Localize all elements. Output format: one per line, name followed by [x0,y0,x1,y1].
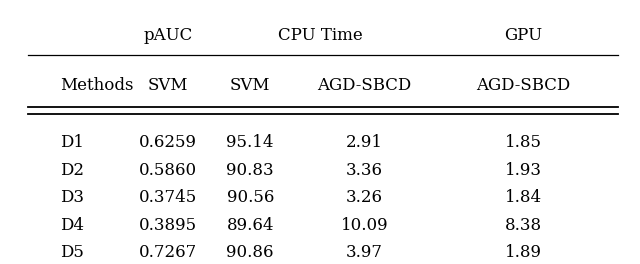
Text: 3.97: 3.97 [346,244,383,261]
Text: SVM: SVM [230,77,271,94]
Text: 1.89: 1.89 [504,244,541,261]
Text: 1.93: 1.93 [504,162,541,179]
Text: 95.14: 95.14 [227,134,274,151]
Text: 90.56: 90.56 [227,189,274,206]
Text: 90.86: 90.86 [227,244,274,261]
Text: 3.26: 3.26 [346,189,383,206]
Text: 0.3895: 0.3895 [139,217,196,234]
Text: 1.84: 1.84 [504,189,541,206]
Text: 8.38: 8.38 [504,217,541,234]
Text: D5: D5 [60,244,84,261]
Text: CPU Time: CPU Time [278,27,362,44]
Text: 89.64: 89.64 [227,217,274,234]
Text: D4: D4 [60,217,84,234]
Text: AGD-SBCD: AGD-SBCD [317,77,412,94]
Text: 0.3745: 0.3745 [139,189,197,206]
Text: SVM: SVM [147,77,188,94]
Text: AGD-SBCD: AGD-SBCD [476,77,570,94]
Text: 10.09: 10.09 [340,217,388,234]
Text: Methods: Methods [60,77,133,94]
Text: 3.36: 3.36 [346,162,383,179]
Text: pAUC: pAUC [143,27,193,44]
Text: GPU: GPU [504,27,542,44]
Text: 90.83: 90.83 [227,162,274,179]
Text: D2: D2 [60,162,84,179]
Text: D1: D1 [60,134,84,151]
Text: 0.7267: 0.7267 [139,244,197,261]
Text: 1.85: 1.85 [504,134,541,151]
Text: 0.6259: 0.6259 [139,134,196,151]
Text: 0.5860: 0.5860 [139,162,196,179]
Text: D3: D3 [60,189,84,206]
Text: 2.91: 2.91 [346,134,383,151]
